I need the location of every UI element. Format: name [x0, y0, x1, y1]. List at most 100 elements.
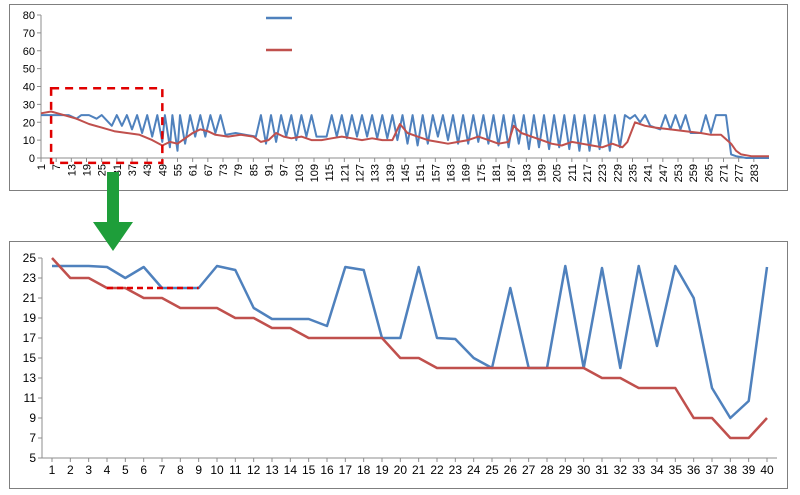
x-tick-label: 79 [233, 164, 245, 176]
x-tick-label: 26 [504, 463, 518, 477]
x-tick-label: 35 [669, 463, 683, 477]
x-tick-label: 109 [309, 164, 321, 182]
y-tick-label: 60 [23, 46, 35, 58]
x-tick-label: 36 [687, 463, 701, 477]
x-tick-label: 229 [612, 164, 624, 182]
x-tick-label: 187 [506, 164, 518, 182]
x-tick-label: 33 [632, 463, 646, 477]
x-tick-label: 15 [302, 463, 316, 477]
x-tick-label: 25 [485, 463, 499, 477]
x-tick-label: 24 [467, 463, 481, 477]
y-tick-label: 5 [29, 451, 36, 465]
series-line-2 [40, 110, 769, 158]
y-tick-label: 7 [29, 431, 36, 445]
y-tick-label: 13 [23, 371, 37, 385]
x-tick-label: 1 [36, 164, 48, 170]
x-tick-label: 18 [357, 463, 371, 477]
x-tick-label: 217 [582, 164, 594, 182]
y-tick-label: 9 [29, 411, 36, 425]
x-tick-label: 283 [749, 164, 761, 182]
x-tick-label: 39 [742, 463, 756, 477]
x-tick-label: 8 [177, 463, 184, 477]
x-tick-label: 49 [157, 164, 169, 176]
x-tick-label: 2 [67, 463, 74, 477]
x-tick-label: 97 [279, 164, 291, 176]
x-tick-label: 38 [724, 463, 738, 477]
arrow-shaft [107, 172, 119, 222]
x-tick-label: 205 [552, 164, 564, 182]
x-tick-label: 175 [476, 164, 488, 182]
x-tick-label: 31 [595, 463, 609, 477]
x-tick-label: 28 [540, 463, 554, 477]
x-tick-label: 37 [127, 164, 139, 176]
x-tick-label: 139 [385, 164, 397, 182]
x-tick-label: 43 [142, 164, 154, 176]
x-tick-label: 1 [49, 463, 56, 477]
y-tick-label: 19 [23, 311, 37, 325]
y-tick-label: 23 [23, 271, 37, 285]
x-tick-label: 5 [122, 463, 129, 477]
x-tick-label: 115 [324, 164, 336, 182]
x-tick-label: 193 [521, 164, 533, 182]
y-tick-label: 0 [29, 153, 35, 165]
x-tick-label: 127 [355, 164, 367, 182]
x-tick-label: 25 [97, 164, 109, 176]
x-tick-label: 17 [339, 463, 353, 477]
y-tick-label: 40 [23, 82, 35, 94]
x-tick-label: 7 [159, 463, 166, 477]
x-tick-label: 67 [203, 164, 215, 176]
x-tick-label: 27 [522, 463, 536, 477]
x-tick-label: 223 [597, 164, 609, 182]
x-tick-label: 32 [614, 463, 628, 477]
x-tick-label: 10 [210, 463, 224, 477]
x-tick-label: 253 [673, 164, 685, 182]
x-tick-label: 247 [658, 164, 670, 182]
highlight-box [49, 87, 164, 165]
y-tick-label: 11 [24, 391, 37, 405]
y-tick-label: 50 [23, 64, 35, 76]
x-tick-label: 13 [66, 164, 78, 176]
x-tick-label: 37 [705, 463, 719, 477]
x-tick-label: 6 [140, 463, 147, 477]
y-tick-label: 20 [23, 117, 35, 129]
x-tick-label: 3 [85, 463, 92, 477]
y-tick-label: 21 [23, 291, 37, 305]
x-tick-label: 169 [461, 164, 473, 182]
x-tick-label: 241 [643, 164, 655, 182]
x-tick-label: 181 [491, 164, 503, 182]
x-tick-label: 4 [104, 463, 111, 477]
x-tick-label: 14 [284, 463, 298, 477]
x-tick-label: 30 [577, 463, 591, 477]
x-tick-label: 23 [449, 463, 463, 477]
x-tick-label: 61 [188, 164, 200, 176]
y-tick-label: 30 [23, 99, 35, 111]
x-tick-label: 55 [173, 164, 185, 176]
x-tick-label: 277 [734, 164, 746, 182]
x-tick-label: 22 [430, 463, 444, 477]
x-tick-label: 199 [537, 164, 549, 182]
x-tick-label: 235 [628, 164, 640, 182]
x-tick-label: 73 [218, 164, 230, 176]
down-arrow-icon [93, 172, 133, 252]
series-line-1 [41, 114, 769, 159]
y-tick-label: 17 [23, 331, 37, 345]
series-line-2 [51, 257, 768, 440]
top-chart-panel: 0 10 20 30 40 50 60 70 80 1 7 13 19 25 31 37 43 49 55 61 67 7… [9, 4, 788, 191]
y-tick-label: 25 [23, 251, 37, 265]
arrow-head [93, 222, 133, 251]
x-tick-label: 121 [339, 164, 351, 182]
x-tick-label: 19 [375, 463, 389, 477]
x-tick-label: 145 [400, 164, 412, 182]
x-tick-label: 265 [703, 164, 715, 182]
x-tick-label: 40 [760, 463, 774, 477]
x-tick-label: 7 [51, 164, 63, 170]
x-tick-label: 103 [294, 164, 306, 182]
x-tick-label: 12 [247, 463, 261, 477]
y-tick-label: 80 [23, 10, 35, 22]
y-tick-label: 10 [23, 135, 35, 147]
y-tick-label: 70 [23, 28, 35, 40]
x-tick-label: 91 [264, 164, 276, 176]
bottom-chart-panel: 5 7 9 11 13 15 17 19 21 23 25 1 2 3 4 5 6 7 8 9 10 11 12 13 14 15… [9, 241, 788, 489]
